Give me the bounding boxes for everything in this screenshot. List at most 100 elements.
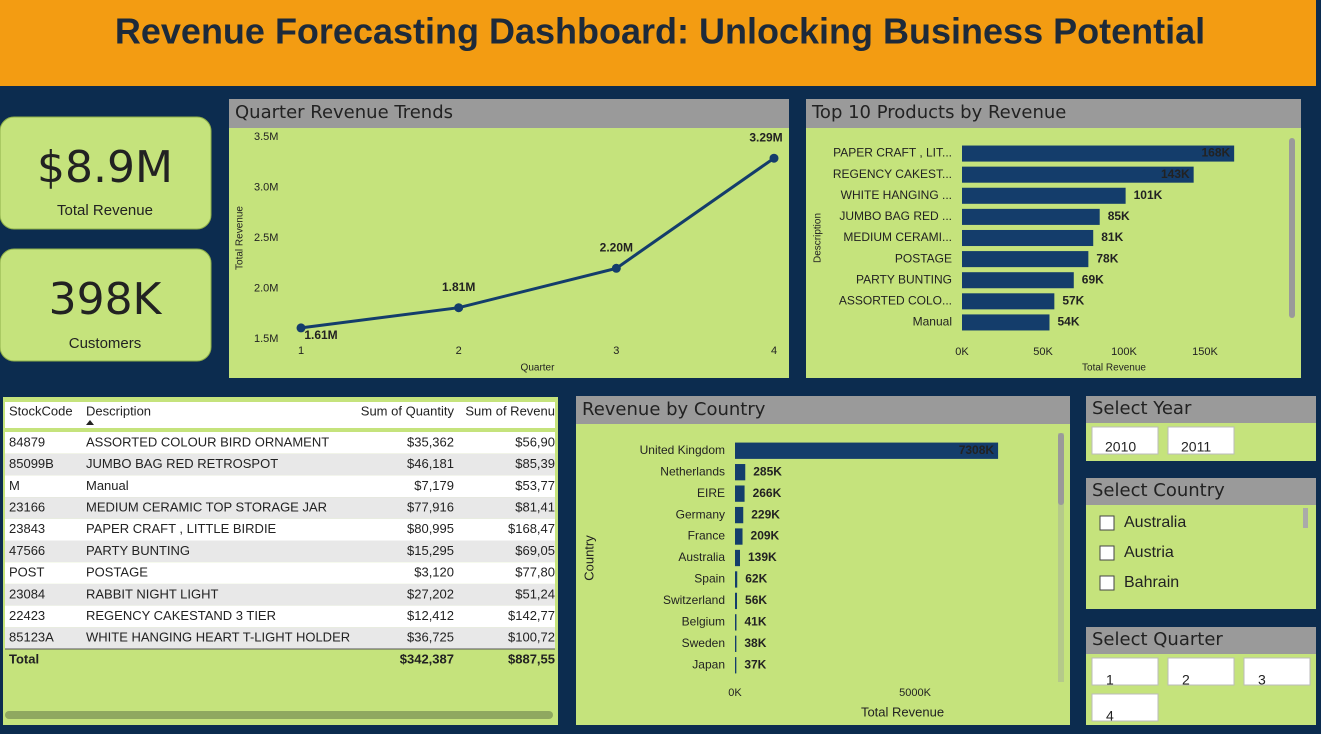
table-row-bg [5,475,555,498]
bar[interactable] [962,251,1089,268]
x-tick-label: 150K [1192,346,1218,358]
table-cell: 23843 [9,521,45,536]
table-cell: PARTY BUNTING [86,543,190,558]
table-header[interactable]: Sum of Quantity [361,403,455,418]
scrollbar[interactable] [1303,508,1308,528]
x-tick-label: 50K [1033,346,1053,358]
table-cell: $35,362 [407,434,454,449]
bar[interactable] [735,614,737,631]
slicer-item[interactable]: Australia [1124,514,1186,531]
y-tick-label: 3.0M [254,181,278,193]
kpi-label: Total Revenue [57,202,153,219]
y-tick-label: 3.5M [254,131,278,143]
value-label: 139K [748,550,777,564]
panel-title-bar [806,99,1301,128]
bar[interactable] [962,145,1235,162]
bar[interactable] [962,229,1094,247]
slicer-title: Select Quarter [1092,629,1223,650]
value-label: 229K [751,507,780,521]
value-label: 266K [753,486,782,500]
checkbox[interactable] [1099,515,1115,531]
slicer-button[interactable] [1243,657,1311,686]
x-tick-label: 4 [771,345,777,357]
x-axis-label: Total Revenue [861,704,944,719]
category-label: Manual [913,315,952,329]
table-cell: 22423 [9,608,45,623]
category-label: United Kingdom [640,443,725,457]
value-label: 168K [1201,146,1230,160]
table-cell: 85099B [9,456,54,471]
slicer-item[interactable]: 2 [1182,672,1190,688]
slicer-item[interactable]: 2011 [1181,439,1211,455]
slicer-button[interactable] [1167,426,1235,455]
table-row-bg [5,540,555,563]
sort-arrow[interactable] [86,420,94,425]
bar[interactable] [735,549,741,567]
slicer-button[interactable] [1091,657,1159,686]
category-label: Spain [694,572,725,586]
bar[interactable] [735,485,745,502]
slicer-button[interactable] [1167,657,1235,686]
table-cell: $85,39 [515,456,555,471]
slicer-item[interactable]: 3 [1258,672,1266,688]
table-row-bg [5,497,555,519]
slicer-item[interactable]: Bahrain [1124,574,1179,591]
slicer-title: Select Country [1092,480,1225,501]
checkbox[interactable] [1099,575,1115,591]
table-cell: $142,77 [508,608,555,623]
table-cell: $46,181 [407,456,454,471]
bar[interactable] [735,657,737,674]
x-tick-label: 0K [728,687,742,699]
slicer-title-bar [1086,396,1316,423]
bar[interactable] [962,208,1100,225]
table-cell: $69,05 [515,543,555,558]
category-label: Japan [692,657,725,671]
table-cell: 85123A [9,630,54,645]
table-cell: $15,295 [407,543,454,558]
slicer-button[interactable] [1091,426,1159,455]
checkbox[interactable] [1099,545,1115,561]
bar[interactable] [735,442,999,459]
bar[interactable] [735,571,738,588]
table-header[interactable]: StockCode [9,403,73,418]
table-cell: $12,412 [407,608,454,623]
bar[interactable] [962,166,1194,183]
table-cell: $80,995 [407,521,454,536]
value-label: 2.20M [600,240,633,254]
panel [229,99,789,378]
table-cell: 47566 [9,543,45,558]
category-label: EIRE [697,486,725,500]
table-row-bg [5,518,555,541]
bar[interactable] [962,293,1055,310]
slicer-item[interactable]: 1 [1106,672,1114,688]
x-axis-label: Total Revenue [1082,363,1146,374]
scrollbar[interactable] [1289,138,1295,318]
scrollbar[interactable] [5,711,553,719]
scrollbar[interactable] [1058,433,1064,505]
slicer-button[interactable] [1091,693,1159,722]
value-label: 85K [1108,209,1130,223]
bar[interactable] [962,314,1050,331]
bar[interactable] [962,187,1126,204]
table-header-bg [5,402,555,428]
panel-title: Top 10 Products by Revenue [811,102,1066,123]
value-label: 3.29M [749,130,782,144]
bar[interactable] [735,506,744,524]
bar[interactable] [735,528,743,545]
table-header[interactable]: Sum of Revenu [465,403,555,418]
kpi-value: $8.9M [37,142,173,193]
bar[interactable] [735,635,737,652]
table-header[interactable]: Description [86,403,151,418]
bar[interactable] [735,464,746,481]
bar[interactable] [735,592,738,610]
table-cell: RABBIT NIGHT LIGHT [86,586,218,601]
slicer-item[interactable]: Austria [1124,544,1174,561]
bar[interactable] [962,272,1074,289]
table-cell: $51,24 [515,586,555,601]
category-label: PAPER CRAFT , LIT... [833,146,952,160]
slicer-item[interactable]: 2010 [1105,439,1136,455]
panel-title: Revenue by Country [582,399,766,420]
slicer-item[interactable]: 4 [1106,708,1114,724]
dashboard-title: Revenue Forecasting Dashboard: Unlocking… [115,11,1205,52]
